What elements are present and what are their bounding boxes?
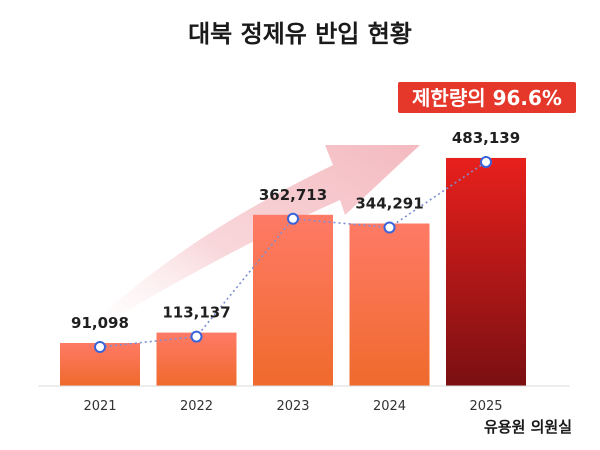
trend-line [99,161,487,348]
callout-badge [398,82,576,113]
value-label-2022: 113,137 [162,304,230,322]
point-2021 [94,341,106,354]
point-2025 [480,155,492,168]
x-tick-2025: 2025 [469,399,502,414]
bar-2025 [446,157,526,386]
source-label: 유용원 의원실 [484,418,572,436]
value-label-2024: 344,291 [355,194,423,212]
point-2022 [190,330,203,343]
value-labels: 91,098 113,137 362,713 344,291 483,139 [71,129,520,332]
chart-title: 대북 정제유 반입 현황 [188,20,412,48]
x-tick-2024: 2024 [373,399,406,414]
point-series [94,155,492,354]
bar-2023 [253,214,333,386]
point-2024 [383,221,396,234]
value-label-2021: 91,098 [71,314,129,332]
bar-2024 [349,223,430,386]
x-tick-2021: 2021 [83,399,116,414]
trend-arrow [70,145,420,345]
x-tick-2022: 2022 [180,399,213,414]
x-axis-ticks: 2021 2022 2023 2024 2025 [83,399,502,414]
point-2023 [287,212,299,225]
bar-series [60,157,526,386]
callout-text: 제한량의 96.6% [412,86,562,110]
value-label-2023: 362,713 [259,186,327,204]
value-label-2025: 483,139 [452,129,520,147]
x-tick-2023: 2023 [276,399,309,414]
